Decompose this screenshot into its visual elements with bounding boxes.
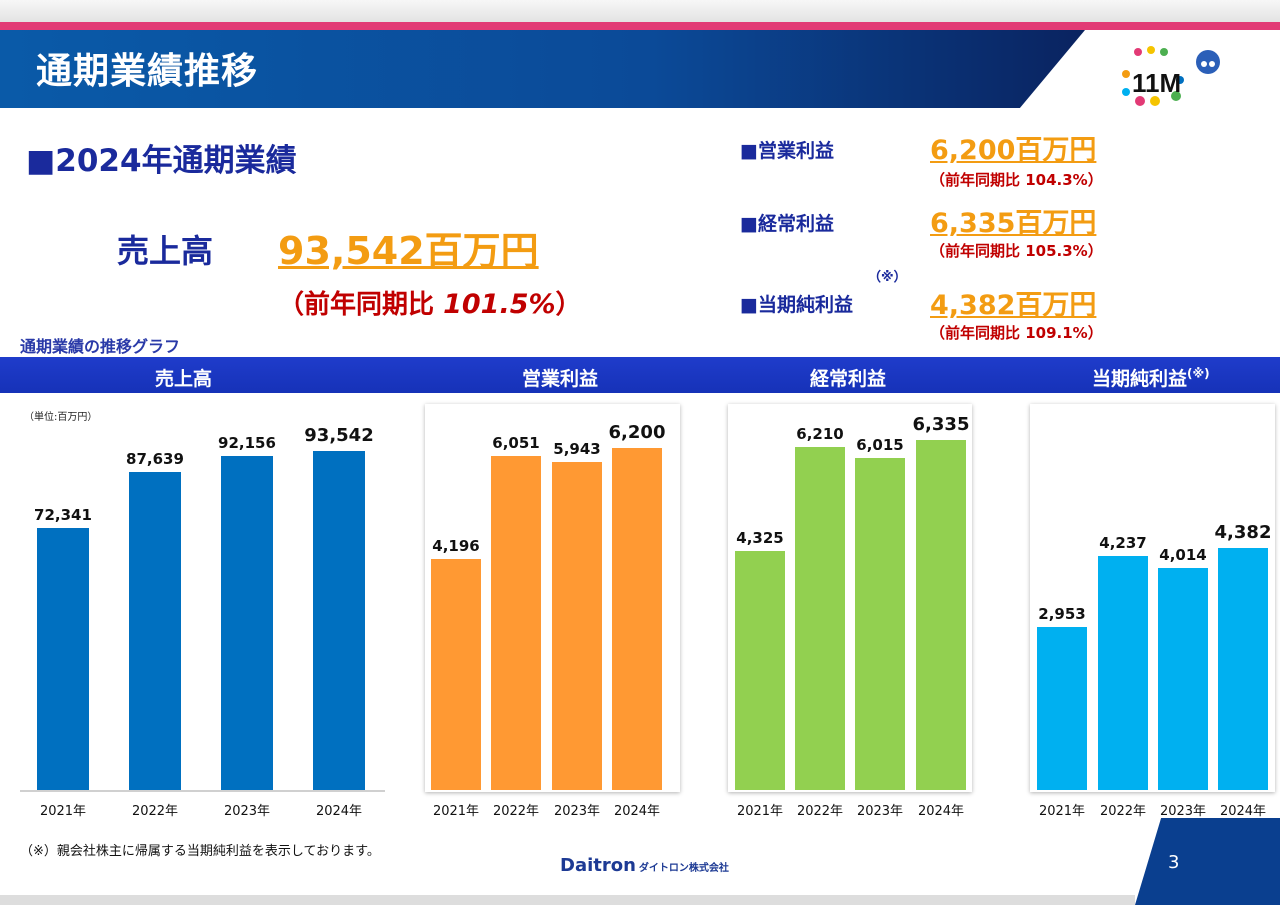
bar-1-0 [431,558,481,790]
bar-0-1 [129,472,181,790]
kpi-yoy-ordinary: （前年同期比 105.3%） [930,242,1103,260]
kpi-value-ordinary: 6,335百万円 [930,208,1097,239]
data-label: 6,335 [912,414,970,435]
chart-title-operating: 営業利益 [522,368,599,390]
chart-title-net-text: 当期純利益 [1092,368,1188,390]
brand-name: Daitron [560,855,636,876]
data-label: 4,325 [736,529,784,548]
bottom-strip [0,895,1135,905]
bar-3-2 [1158,568,1208,790]
x-tick-label: 2023年 [856,804,904,819]
sales-label: 売上高 [117,232,214,270]
x-tick-label: 2022年 [1099,804,1147,819]
bar-2-1 [795,446,845,790]
data-label: 4,014 [1159,546,1207,565]
sales-yoy: （前年同期比 101.5%） [278,284,582,321]
bar-0-0 [37,527,89,790]
x-tick-label: 2021年 [39,804,87,819]
x-tick-label: 2023年 [223,804,271,819]
kpi-label-ordinary: ■経常利益 [740,213,834,235]
footnote: （※）親会社株主に帰属する当期純利益を表示しております。 [20,844,380,859]
brand-sub: ダイトロン株式会社 [638,863,729,874]
chart-title-net-note: (※) [1187,366,1210,381]
x-tick-label: 2024年 [613,804,661,819]
graph-label: 通期業績の推移グラフ [20,337,181,356]
data-label: 4,237 [1099,534,1147,552]
kpi-value-operating: 6,200百万円 [930,135,1097,166]
x-tick-label: 2022年 [796,804,844,819]
brand-logo: Daitron ダイトロン株式会社 [560,855,729,876]
bar-3-1 [1098,556,1148,790]
yoy-value: 101.5% [443,289,556,320]
kpi-yoy-operating: （前年同期比 104.3%） [930,171,1103,189]
bar-1-1 [491,456,541,790]
x-tick-label: 2021年 [1038,804,1086,819]
x-tick-label: 2024年 [917,804,965,819]
title-band [0,30,1085,108]
page-title: 通期業績推移 [36,51,259,92]
kpi-note-net: （※） [868,270,907,285]
x-tick-label: 2024年 [1219,804,1267,819]
sales-value: 93,542百万円 [278,229,539,273]
bar-1-3 [612,448,662,790]
bar-1-2 [552,462,602,790]
data-label: 92,156 [218,434,276,453]
x-tick-label: 2022年 [492,804,540,819]
top-strip [0,0,1280,22]
x-tick-label: 2024年 [315,804,363,819]
kpi-yoy-net: （前年同期比 109.1%） [930,324,1103,342]
accent-stripe [0,22,1280,30]
data-label: 4,382 [1214,522,1272,543]
chart-title-ordinary: 経常利益 [810,368,887,390]
yoy-suffix: ） [555,290,582,320]
x-tick-label: 2023年 [553,804,601,819]
page-number: 3 [1168,852,1180,873]
chart-title-sales: 売上高 [155,368,213,390]
x-tick-label: 2021年 [736,804,784,819]
chart-header-bar [0,357,1280,393]
data-label: 5,943 [553,440,601,459]
kpi-value-net: 4,382百万円 [930,290,1097,321]
company-logo-icon: 11M [1122,46,1220,106]
bar-0-3 [313,451,365,790]
bar-2-3 [916,440,966,790]
data-label: 6,015 [856,435,904,454]
kpi-label-net: ■当期純利益 [740,294,853,316]
x-tick-label: 2022年 [131,804,179,819]
section-title: ■2024年通期業績 [26,143,297,179]
data-label: 87,639 [126,450,184,469]
chart-title-net: 当期純利益(※) [1092,364,1210,391]
data-label: 6,200 [608,422,666,443]
corner-decoration [1135,818,1280,905]
x-tick-label: 2023年 [1159,804,1207,819]
svg-text:11M: 11M [1132,68,1181,98]
data-label: 4,196 [432,536,480,555]
x-tick-label: 2021年 [432,804,480,819]
sales-baseline [20,790,385,792]
data-label: 6,210 [796,424,844,443]
unit-label: （単位:百万円） [24,412,98,423]
yoy-prefix: （前年同期比 [278,290,435,320]
kpi-label-operating: ■営業利益 [740,140,834,162]
data-label: 93,542 [304,425,374,446]
bar-2-2 [855,457,905,790]
bar-3-0 [1037,626,1087,790]
data-label: 6,051 [492,434,540,453]
data-label: 72,341 [34,505,92,524]
bar-0-2 [221,456,273,790]
bar-2-0 [735,551,785,790]
data-label: 2,953 [1038,604,1086,623]
bar-3-3 [1218,548,1268,790]
